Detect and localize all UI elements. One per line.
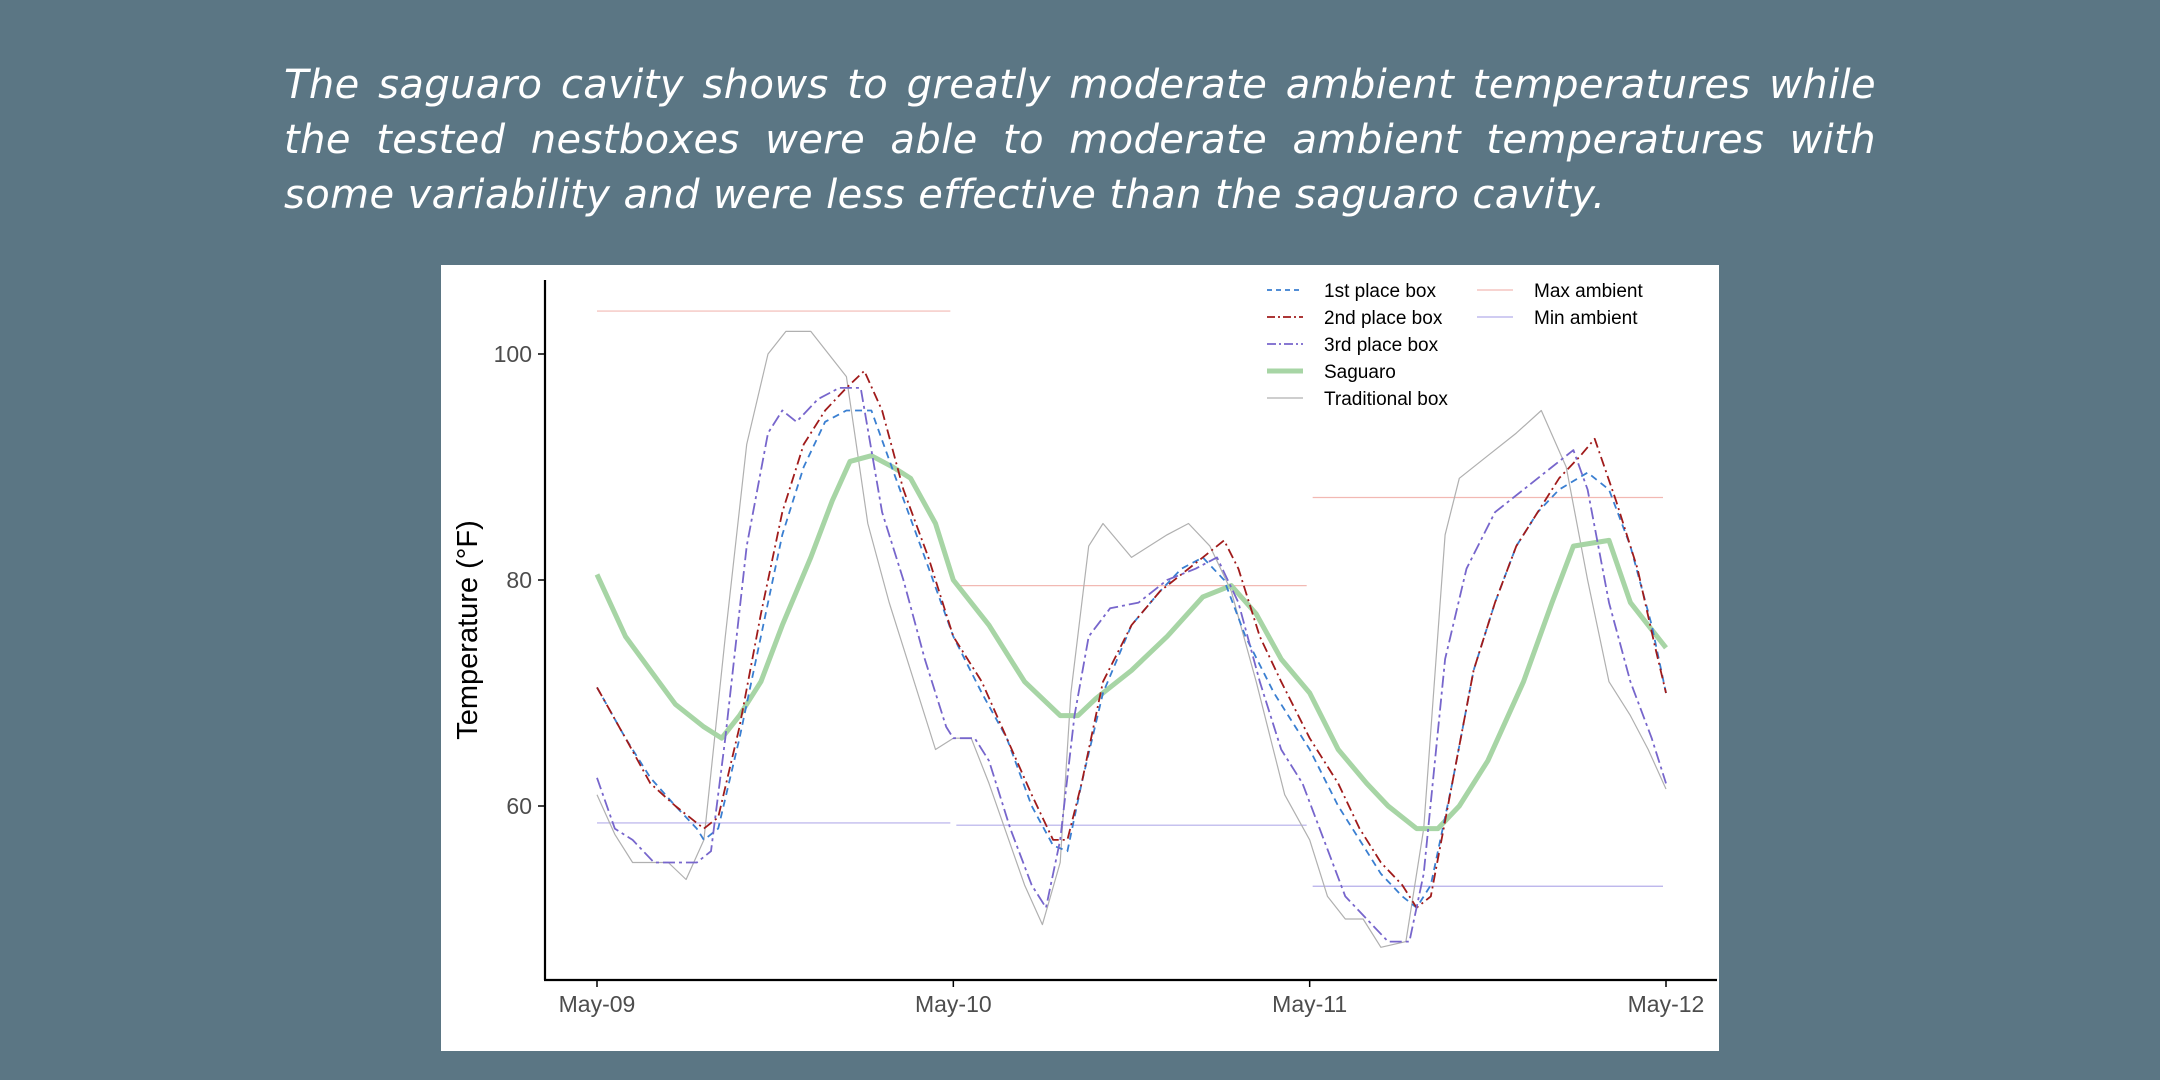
slide-caption: The saguaro cavity shows to greatly mode…	[284, 62, 1876, 218]
legend-label: Traditional box	[1324, 389, 1448, 410]
legend-item-1st-place-box: 1st place box	[1267, 281, 1436, 302]
axis-layer: 60 80 100 May-09 May-10 May-11 May-12	[494, 341, 1705, 1017]
legend-item-max-ambient: Max ambient	[1477, 281, 1643, 302]
legend-item-3rd-place-box: 3rd place box	[1267, 335, 1439, 356]
y-tick-label: 80	[506, 567, 532, 593]
legend-label: 1st place box	[1324, 281, 1436, 302]
legend: 1st place box 2nd place box 3rd place box S…	[1267, 281, 1643, 410]
y-tick-label: 60	[506, 793, 532, 819]
x-tick-label: May-10	[915, 991, 992, 1017]
y-axis-label: Temperature (°F)	[452, 520, 484, 739]
1st-place-box-line	[596, 409, 1667, 909]
legend-label: 2nd place box	[1324, 308, 1443, 329]
chart-panel: 60 80 100 May-09 May-10 May-11 May-12 Temperat…	[441, 265, 1719, 1051]
saguaro-line	[594, 453, 1668, 832]
temperature-chart: 60 80 100 May-09 May-10 May-11 May-12 Temperat…	[452, 280, 1717, 1017]
x-tick-label: May-12	[1628, 991, 1705, 1017]
legend-label: Saguaro	[1324, 362, 1396, 383]
x-tick-label: May-09	[559, 991, 636, 1017]
traditional-box-line	[596, 330, 1667, 948]
legend-item-saguaro: Saguaro	[1267, 362, 1396, 383]
3rd-place-box-line	[596, 387, 1667, 943]
y-tick-label: 100	[494, 341, 532, 367]
legend-label: 3rd place box	[1324, 335, 1439, 356]
legend-label: Max ambient	[1534, 281, 1643, 302]
legend-item-min-ambient: Min ambient	[1477, 308, 1638, 329]
legend-label: Min ambient	[1534, 308, 1638, 329]
series-layer	[594, 310, 1668, 948]
x-tick-label: May-11	[1272, 991, 1347, 1017]
legend-item-2nd-place-box: 2nd place box	[1267, 308, 1443, 329]
legend-item-traditional-box: Traditional box	[1267, 389, 1448, 410]
2nd-place-box-line	[596, 370, 1667, 909]
